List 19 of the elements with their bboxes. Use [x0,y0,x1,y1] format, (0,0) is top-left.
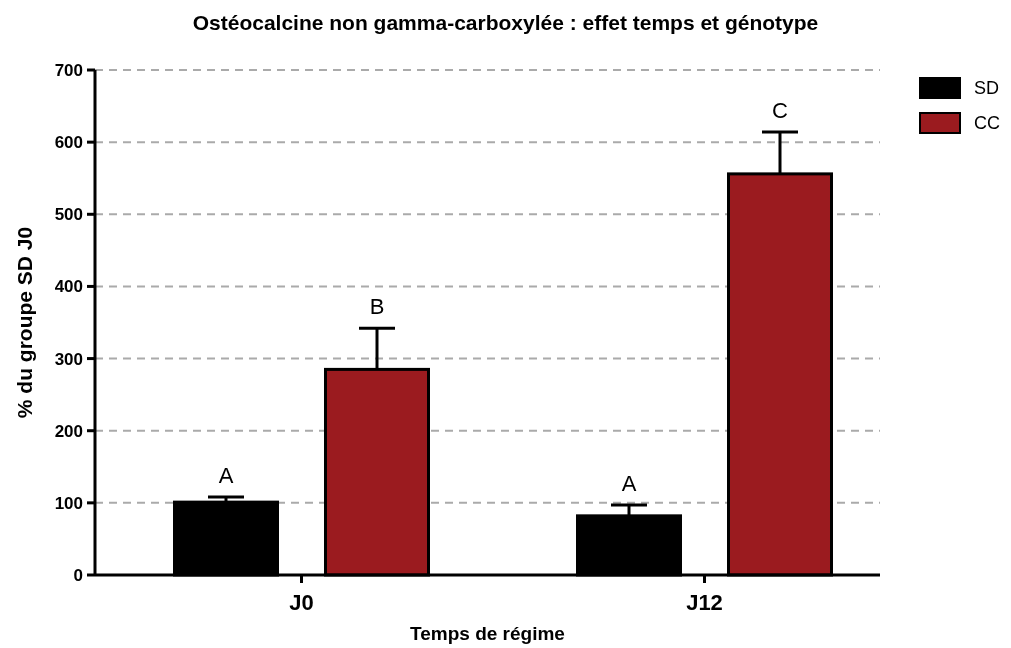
y-tick-label: 400 [54,277,83,297]
annotation: A [621,471,637,497]
chart-title: Ostéocalcine non gamma-carboxylée : effet temps et génotype [192,11,819,34]
x-tick-label: J12 [686,590,723,615]
y-tick-label: 100 [54,493,83,513]
y-tick-label: 300 [54,349,83,369]
y-tick-label: 200 [54,421,83,441]
annotation: B [369,294,385,320]
legend-label: CC [974,113,1000,134]
y-tick-label: 0 [73,565,83,585]
x-tick-label: J0 [289,590,314,615]
y-tick-label: 600 [54,133,83,153]
y-axis-title: % du groupe SD J0 [13,226,36,419]
y-tick-label: 500 [54,205,83,225]
x-axis-title: Temps de régime [410,623,565,644]
legend-label: SD [974,78,1000,99]
annotation: C [772,98,789,124]
annotation: A [218,463,234,489]
y-tick-label: 700 [54,60,83,80]
